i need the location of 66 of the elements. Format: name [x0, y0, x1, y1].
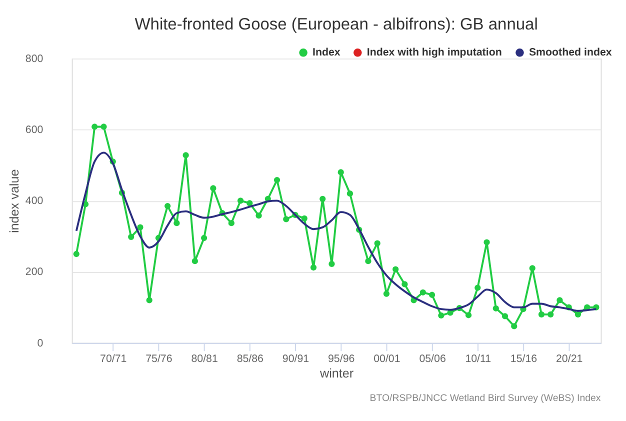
x-tick-label: 20/21 — [556, 352, 583, 365]
x-tick-label: 75/76 — [146, 352, 172, 365]
point — [502, 313, 508, 320]
point — [200, 234, 208, 242]
point — [274, 176, 280, 184]
point — [100, 124, 107, 130]
text: BTO/RSPB/JNCC Wetland Bird Survey (WeBS) Index — [370, 393, 601, 404]
point — [420, 289, 426, 296]
point — [374, 240, 380, 246]
point — [137, 224, 144, 230]
x-tick-label: 80/81 — [191, 352, 218, 365]
y-tick-label: 600 — [25, 124, 44, 136]
point — [492, 305, 499, 312]
point — [365, 258, 372, 264]
point — [538, 311, 545, 318]
point — [146, 297, 152, 304]
x-tick-label: 10/11 — [465, 352, 492, 365]
point — [392, 266, 399, 272]
point — [428, 292, 436, 298]
point — [574, 311, 582, 318]
point — [346, 190, 354, 197]
x-tick-label: 05/06 — [419, 352, 446, 365]
legend-label: Index — [312, 46, 340, 59]
point — [383, 290, 390, 297]
point — [320, 196, 326, 202]
y-tick-label: 200 — [25, 266, 44, 278]
x-tick-label: 85/86 — [236, 352, 264, 365]
x-tick-label: 95/96 — [328, 352, 355, 365]
point — [182, 152, 189, 158]
x-axis-title: winter — [318, 366, 354, 380]
point — [192, 258, 198, 264]
y-tick-label: 0 — [37, 337, 44, 350]
chart-title: White-fronted Goose (European - albifrons): GB annual — [134, 15, 538, 34]
point — [548, 311, 554, 318]
point — [474, 284, 481, 291]
point — [283, 216, 290, 222]
point — [438, 312, 444, 319]
point — [228, 220, 234, 226]
x-tick-label: 90/91 — [282, 352, 310, 365]
x-tick-label: 00/01 — [374, 352, 400, 365]
point — [174, 220, 180, 226]
point — [511, 323, 518, 330]
point — [310, 264, 317, 271]
legend-label: Smoothed index — [528, 46, 612, 59]
point — [237, 198, 244, 204]
point — [256, 212, 262, 219]
legend-label: Index with high imputation — [366, 46, 502, 59]
y-tick-label: 800 — [25, 52, 44, 65]
point — [210, 185, 216, 192]
point — [465, 312, 472, 318]
point — [246, 200, 253, 206]
point — [338, 169, 344, 176]
point — [301, 215, 308, 222]
y-tick-label: 400 — [25, 195, 44, 208]
point — [402, 281, 408, 288]
point — [484, 239, 490, 246]
point — [164, 202, 171, 210]
point — [128, 234, 134, 240]
point — [73, 250, 80, 258]
point — [92, 124, 98, 130]
y-axis-title: index value — [8, 169, 22, 234]
x-tick-label: 15/16 — [510, 352, 538, 365]
x-tick-label: 70/71 — [100, 352, 127, 365]
point — [529, 265, 536, 272]
point — [556, 297, 563, 304]
point — [328, 260, 335, 268]
